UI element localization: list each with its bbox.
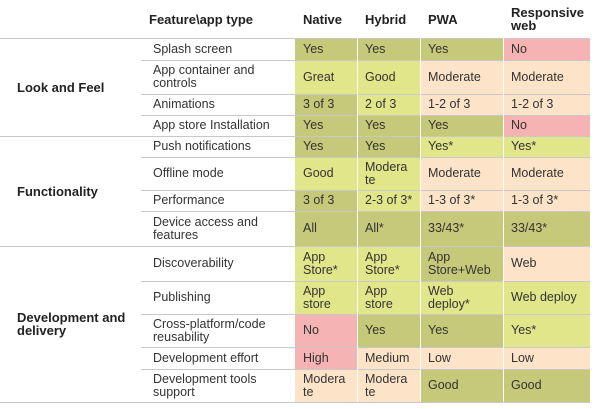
row-divider bbox=[141, 347, 590, 348]
value-cell: Moderate bbox=[420, 60, 503, 94]
feature-name: Development tools support bbox=[153, 371, 257, 399]
value-cell: 2-3 of 3* bbox=[357, 190, 420, 211]
value-cell: No bbox=[503, 38, 590, 60]
value-cell: Yes bbox=[357, 38, 420, 60]
value-cell: Good bbox=[295, 157, 357, 190]
row-divider bbox=[141, 314, 590, 315]
row-divider bbox=[141, 369, 590, 370]
group-divider bbox=[0, 136, 590, 137]
value-cell: No bbox=[295, 314, 357, 347]
header-feature-app-type: Feature\app type bbox=[149, 11, 254, 27]
value-cell: Low bbox=[420, 347, 503, 369]
value-cell: Modera te bbox=[357, 157, 420, 190]
value-cell: App Store* bbox=[357, 246, 420, 281]
value-cell: Yes bbox=[420, 115, 503, 136]
group-label: Functionality bbox=[17, 183, 98, 199]
value-cell: Moderate bbox=[503, 157, 590, 190]
feature-name: Offline mode bbox=[153, 166, 224, 180]
header-divider bbox=[0, 38, 590, 39]
value-cell: 3 of 3 bbox=[295, 94, 357, 115]
value-cell: 1-2 of 3 bbox=[420, 94, 503, 115]
value-cell: Yes bbox=[295, 136, 357, 157]
value-cell: All bbox=[295, 211, 357, 246]
feature-name: Animations bbox=[153, 97, 215, 111]
group-divider bbox=[0, 246, 590, 247]
feature-name: App store Installation bbox=[153, 118, 270, 132]
value-cell: Web deploy bbox=[503, 281, 590, 314]
row-divider bbox=[141, 211, 590, 212]
table-bottom-border bbox=[0, 402, 590, 403]
value-cell: Yes bbox=[357, 115, 420, 136]
value-cell: Yes bbox=[420, 38, 503, 60]
feature-name: Splash screen bbox=[153, 41, 233, 56]
value-cell: Modera te bbox=[357, 369, 420, 402]
value-cell: Yes bbox=[420, 314, 503, 347]
feature-name: Device access and features bbox=[153, 214, 258, 242]
value-cell: Good bbox=[503, 369, 590, 402]
value-cell: 33/43* bbox=[420, 211, 503, 246]
feature-name: Push notifications bbox=[153, 139, 251, 153]
group-label: Development and delivery bbox=[17, 310, 126, 338]
value-cell: Low bbox=[503, 347, 590, 369]
value-cell: 1-3 of 3* bbox=[420, 190, 503, 211]
value-cell: 3 of 3 bbox=[295, 190, 357, 211]
value-cell: Yes bbox=[295, 38, 357, 60]
value-cell: App Store+Web bbox=[420, 246, 503, 281]
column-divider bbox=[503, 38, 504, 402]
value-cell: Web bbox=[503, 246, 590, 281]
value-cell: 1-2 of 3 bbox=[503, 94, 590, 115]
value-cell: Yes* bbox=[503, 136, 590, 157]
row-divider bbox=[141, 281, 590, 282]
value-cell: Yes* bbox=[420, 136, 503, 157]
column-divider bbox=[357, 38, 358, 402]
value-cell: Good bbox=[420, 369, 503, 402]
value-cell: High bbox=[295, 347, 357, 369]
value-cell: Web deploy* bbox=[420, 281, 503, 314]
value-cell: All* bbox=[357, 211, 420, 246]
value-cell: App Store* bbox=[295, 246, 357, 281]
feature-name: Development effort bbox=[153, 350, 259, 365]
row-divider bbox=[141, 190, 590, 191]
value-cell: Modera te bbox=[295, 369, 357, 402]
feature-name: Publishing bbox=[153, 290, 211, 304]
value-cell: 33/43* bbox=[503, 211, 590, 246]
row-divider bbox=[141, 94, 590, 95]
value-cell: 2 of 3 bbox=[357, 94, 420, 115]
value-cell: Yes bbox=[295, 115, 357, 136]
value-cell: Moderate bbox=[420, 157, 503, 190]
header-pwa: PWA bbox=[428, 11, 458, 27]
value-cell: Good bbox=[357, 60, 420, 94]
value-cell: Yes* bbox=[503, 314, 590, 347]
column-divider bbox=[420, 38, 421, 402]
value-cell: App store bbox=[357, 281, 420, 314]
value-cell: No bbox=[503, 115, 590, 136]
header-native: Native bbox=[303, 11, 343, 27]
value-cell: Yes bbox=[357, 136, 420, 157]
feature-name: App container and controls bbox=[153, 63, 255, 90]
row-divider bbox=[141, 60, 590, 61]
header-hybrid: Hybrid bbox=[365, 11, 407, 27]
feature-name: Cross-platform/code reusability bbox=[153, 316, 266, 344]
value-cell: 1-3 of 3* bbox=[503, 190, 590, 211]
value-cell: Yes bbox=[357, 314, 420, 347]
feature-name: Discoverability bbox=[153, 256, 234, 270]
header-responsive-web: Responsive web bbox=[511, 5, 584, 33]
value-cell: Medium bbox=[357, 347, 420, 369]
value-cell: Great bbox=[295, 60, 357, 94]
row-divider bbox=[141, 115, 590, 116]
group-label: Look and Feel bbox=[17, 79, 105, 95]
value-cell: Moderate bbox=[503, 60, 590, 94]
value-cell: App store bbox=[295, 281, 357, 314]
row-divider bbox=[141, 157, 590, 158]
feature-name: Performance bbox=[153, 193, 225, 207]
